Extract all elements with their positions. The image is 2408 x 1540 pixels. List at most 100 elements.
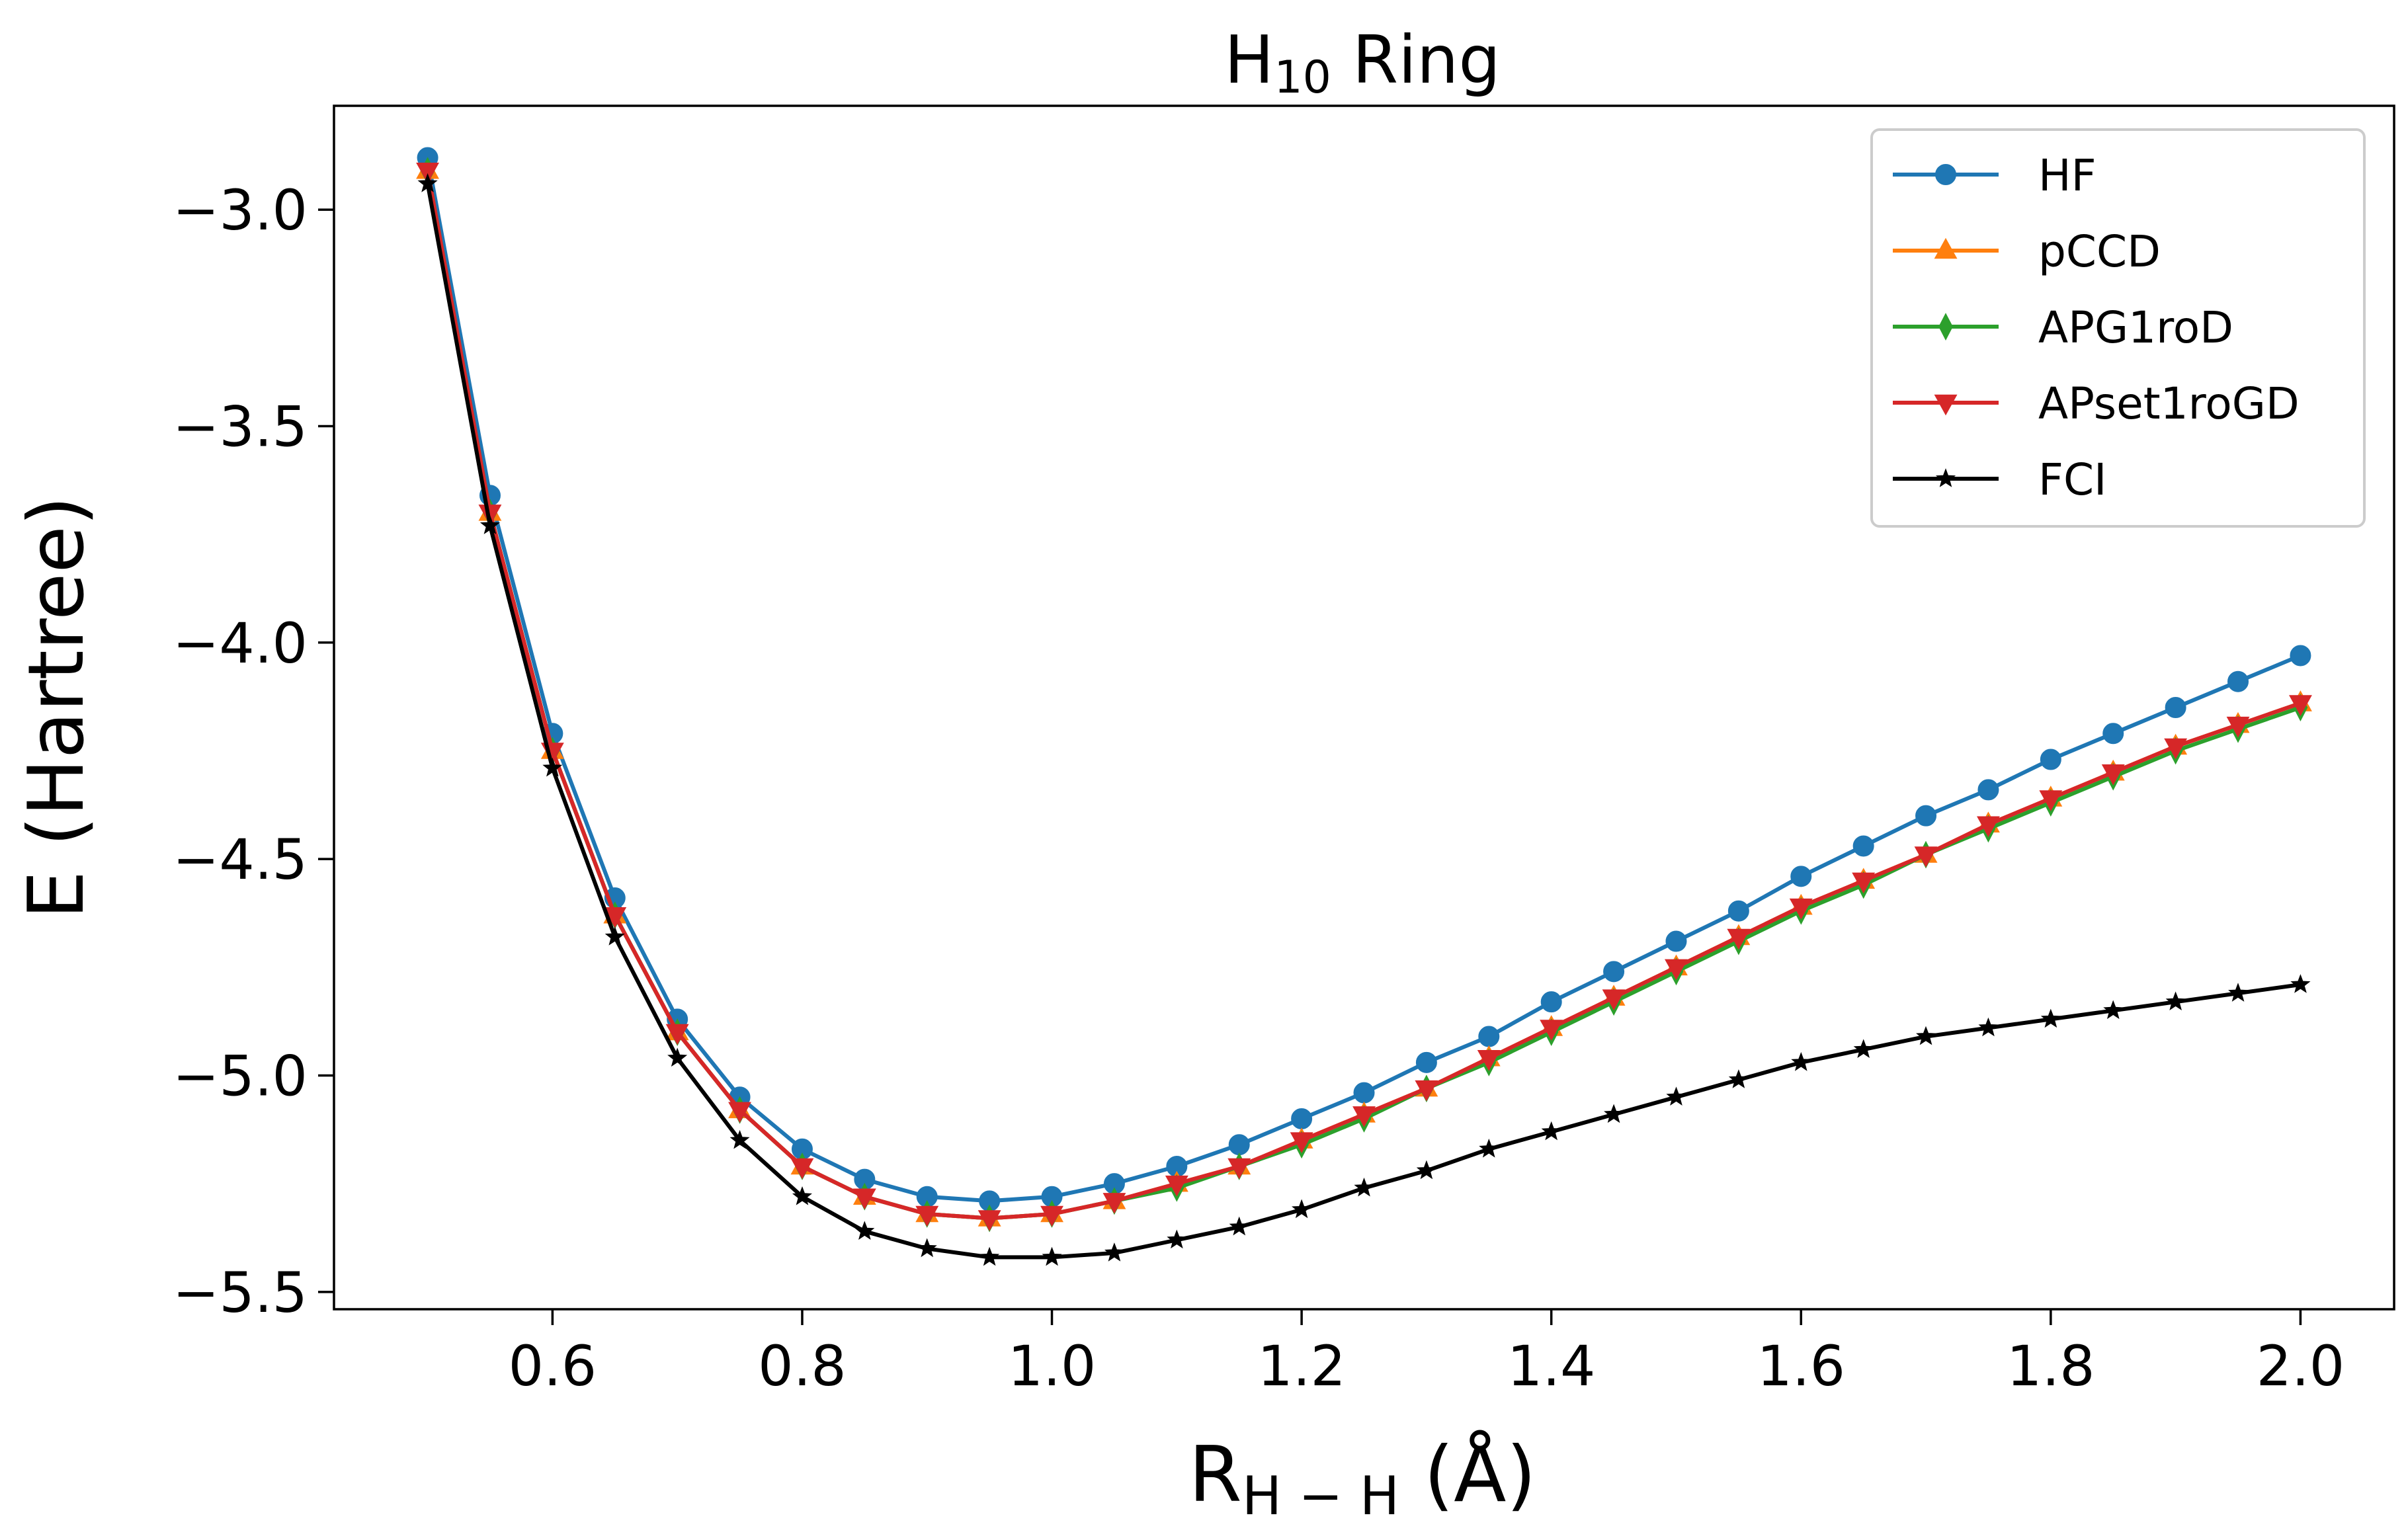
data-point-hf <box>1852 835 1874 857</box>
data-point-apset1rogd <box>1789 898 1813 920</box>
data-point-fci <box>1167 1229 1187 1249</box>
legend-marker-fci <box>1935 468 1956 487</box>
data-point-fci <box>729 1129 750 1149</box>
data-point-fci <box>792 1186 812 1205</box>
data-point-apset1rogd <box>852 1188 876 1210</box>
data-point-hf <box>1603 961 1625 983</box>
data-point-fci <box>2040 1008 2061 1028</box>
data-point-apset1rogd <box>728 1102 751 1123</box>
data-point-fci <box>854 1221 875 1240</box>
data-point-hf <box>1977 779 1999 801</box>
x-tick-label: 1.8 <box>2007 1334 2095 1398</box>
data-point-hf <box>1665 930 1687 952</box>
legend-marker-apg1rod <box>1938 313 1953 341</box>
data-point-apset1rogd <box>416 163 439 184</box>
data-point-fci <box>1728 1069 1749 1088</box>
y-tick-label: −5.0 <box>173 1043 308 1108</box>
x-tick-label: 1.6 <box>1757 1334 1845 1398</box>
x-axis-title-rest: (Å) <box>1399 1430 1536 1520</box>
legend-marker-pccd <box>1934 237 1958 259</box>
data-point-hf <box>1790 866 1812 887</box>
data-point-fci <box>1229 1216 1249 1236</box>
data-point-fci <box>542 757 563 777</box>
data-point-fci <box>917 1238 937 1258</box>
data-point-fci <box>1042 1246 1062 1266</box>
x-axis-title-main: R <box>1188 1430 1242 1520</box>
data-point-hf <box>1540 991 1562 1013</box>
legend-marker-apset1rogd <box>1934 394 1958 416</box>
data-point-hf <box>1291 1108 1313 1129</box>
data-point-apset1rogd <box>1040 1205 1063 1227</box>
data-point-fci <box>417 173 438 192</box>
legend-label-apg1rod: APG1roD <box>2038 302 2233 353</box>
data-point-fci <box>1853 1039 1874 1058</box>
plot-frame <box>333 104 2395 1311</box>
legend-item-hf: HF <box>1893 150 2097 201</box>
x-axis-title-subscript: H − H <box>1242 1465 1399 1527</box>
data-point-hf <box>2227 670 2249 692</box>
chart-title-main: H <box>1224 21 1274 99</box>
data-point-apset1rogd <box>1914 846 1938 868</box>
chart-title: H10 Ring <box>1224 21 1501 104</box>
data-point-hf <box>1228 1134 1250 1156</box>
y-tick-label: −3.0 <box>173 178 308 243</box>
legend-label-hf: HF <box>2038 150 2097 201</box>
data-point-hf <box>1915 805 1937 827</box>
data-point-fci <box>667 1047 688 1067</box>
legend: HF pCCD APG1roD APset1roGD FCI <box>1870 128 2366 528</box>
y-tick-label: −3.5 <box>173 394 308 459</box>
data-point-fci <box>1541 1121 1561 1141</box>
legend-marker-hf <box>1935 164 1956 185</box>
data-point-fci <box>1354 1177 1374 1197</box>
series-fci <box>417 173 2311 1266</box>
data-point-fci <box>1479 1138 1499 1158</box>
data-point-hf <box>2102 723 2124 745</box>
data-point-apset1rogd <box>790 1158 814 1180</box>
data-point-fci <box>2165 991 2186 1010</box>
data-point-hf <box>1353 1082 1375 1104</box>
data-point-apset1rogd <box>2164 738 2188 760</box>
data-point-fci <box>1291 1199 1312 1219</box>
x-tick-label: 1.2 <box>1257 1334 1346 1398</box>
data-point-apset1rogd <box>1602 989 1626 1010</box>
y-tick-label: −4.0 <box>173 611 308 676</box>
x-tick-label: 0.6 <box>509 1334 597 1398</box>
legend-item-pccd: pCCD <box>1893 226 2161 277</box>
data-point-apset1rogd <box>1227 1158 1251 1180</box>
data-point-apset1rogd <box>1102 1193 1126 1214</box>
y-axis-title: E (Hartree) <box>12 496 101 919</box>
data-point-hf <box>2165 697 2186 718</box>
legend-label-pccd: pCCD <box>2038 226 2161 277</box>
data-point-hf <box>1478 1026 1500 1047</box>
data-point-fci <box>2290 974 2311 993</box>
data-point-apset1rogd <box>1727 928 1751 950</box>
data-point-fci <box>2228 983 2249 1002</box>
data-point-apset1rogd <box>977 1210 1001 1231</box>
data-point-apset1rogd <box>1852 872 1876 894</box>
data-point-fci <box>1916 1026 1936 1045</box>
data-point-apset1rogd <box>2039 790 2063 811</box>
data-point-apset1rogd <box>1977 816 2000 838</box>
data-point-hf <box>2290 645 2311 667</box>
data-point-apset1rogd <box>1290 1132 1313 1153</box>
data-point-apset1rogd <box>1665 959 1688 981</box>
data-point-apset1rogd <box>1415 1080 1438 1102</box>
chart-title-rest: Ring <box>1331 21 1501 99</box>
series-layer <box>416 147 2312 1266</box>
legend-item-fci: FCI <box>1893 454 2107 505</box>
legend-label-apset1rogd: APset1roGD <box>2038 378 2300 429</box>
data-point-apset1rogd <box>2226 716 2250 738</box>
legend-item-apg1rod: APG1roD <box>1893 302 2233 353</box>
data-point-fci <box>2103 1000 2124 1020</box>
y-tick-label: −5.5 <box>173 1260 308 1325</box>
y-tick-label: −4.5 <box>173 827 308 892</box>
legend-item-apset1rogd: APset1roGD <box>1893 378 2300 429</box>
x-tick-label: 1.0 <box>1008 1334 1097 1398</box>
x-axis-title: RH − H (Å) <box>1188 1430 1536 1527</box>
data-point-fci <box>979 1246 1000 1266</box>
data-point-fci <box>1104 1242 1124 1262</box>
data-point-apset1rogd <box>2289 695 2312 716</box>
chart-title-subscript: 10 <box>1274 52 1331 104</box>
